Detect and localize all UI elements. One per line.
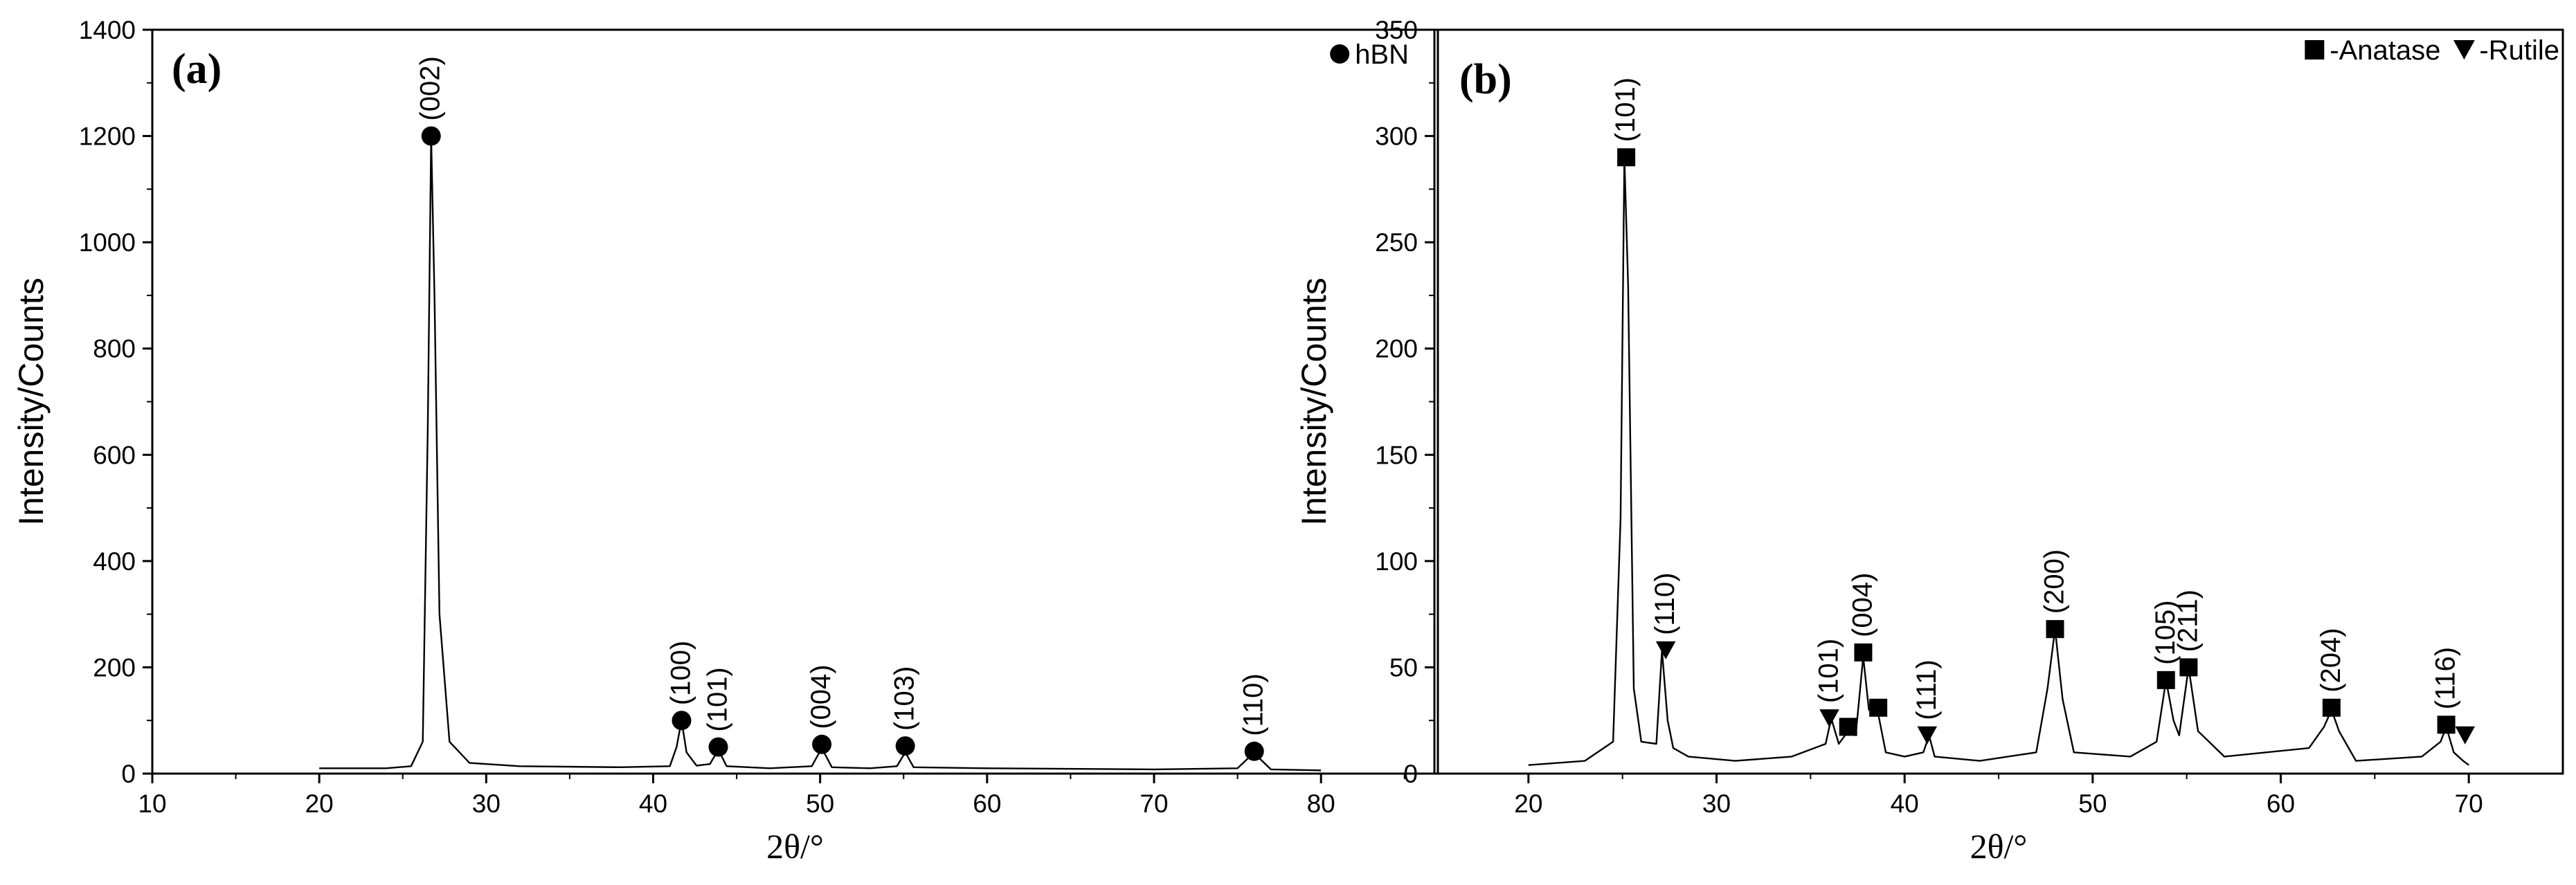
x-tick-label: 30 xyxy=(472,790,501,818)
y-tick-label: 200 xyxy=(93,653,136,682)
legend-label: -Rutile xyxy=(2479,35,2559,66)
x-tick-label: 50 xyxy=(806,790,834,818)
y-tick-label: 400 xyxy=(93,547,136,576)
peak-label: (200) xyxy=(2039,549,2070,614)
peak-marker-square xyxy=(2437,715,2456,734)
legend-marker-square xyxy=(2305,40,2325,60)
panel-a-chart: 10 20 30 40 50 60 70 80020040060080010001200140… xyxy=(12,16,1439,866)
peak-label: (211) xyxy=(2172,590,2203,652)
x-tick-label: 50 xyxy=(2078,790,2107,818)
peak-label: (002) xyxy=(415,56,446,120)
x-tick-label: 20 xyxy=(1514,790,1542,818)
peak-marker-circle xyxy=(672,711,692,731)
peak-marker-square xyxy=(1617,148,1636,167)
x-tick-label: 60 xyxy=(2267,790,2295,818)
peak-marker-circle xyxy=(421,126,441,146)
x-tick-label: 60 xyxy=(973,790,1001,818)
y-tick-label: 1400 xyxy=(79,16,136,44)
legend-marker-triangle-down xyxy=(2453,40,2475,60)
peak-label: (116) xyxy=(2431,647,2461,709)
x-tick-label: 20 xyxy=(305,790,334,818)
legend-label: hBN xyxy=(1355,39,1409,70)
series-line xyxy=(319,135,1322,772)
x-tick-label: 80 xyxy=(1307,790,1335,818)
peak-label: (101) xyxy=(703,667,733,731)
legend-label: -Anatase xyxy=(2330,35,2440,66)
y-tick-label: 300 xyxy=(1375,122,1418,151)
peak-marker-square xyxy=(1854,643,1873,662)
peak-label: (101) xyxy=(1610,77,1641,142)
peak-marker-triangle-down xyxy=(1917,726,1938,745)
y-axis-label: Intensity/Counts xyxy=(12,277,51,526)
peak-label: (004) xyxy=(806,664,836,729)
peak-marker-triangle-down xyxy=(1819,709,1839,728)
x-tick-label: 40 xyxy=(1891,790,1919,818)
peak-label: (111) xyxy=(1911,659,1942,720)
peak-marker-triangle-down xyxy=(2455,726,2476,745)
peak-marker-square xyxy=(2156,670,2175,689)
y-tick-label: 250 xyxy=(1375,228,1418,257)
y-tick-label: 600 xyxy=(93,441,136,469)
panel-label: (b) xyxy=(1459,56,1512,103)
peak-marker-circle xyxy=(1244,741,1264,761)
peak-label: (105) xyxy=(2150,600,2181,664)
plot-frame xyxy=(1433,28,2564,775)
x-tick-label: 30 xyxy=(1702,790,1731,818)
y-tick-label: 1000 xyxy=(79,228,136,257)
x-axis-label: 2θ/° xyxy=(1970,827,2028,866)
x-tick-label: 10 xyxy=(138,790,166,818)
y-tick-label: 200 xyxy=(1375,335,1418,363)
y-tick-label: 50 xyxy=(1389,653,1418,682)
peak-marker-square xyxy=(2046,620,2064,639)
panel-label: (a) xyxy=(172,46,222,93)
y-axis-label: Intensity/Counts xyxy=(1295,277,1333,526)
peak-label: (110) xyxy=(1239,673,1269,736)
peak-marker-square xyxy=(2322,698,2341,717)
plot-frame xyxy=(151,28,1439,775)
peak-label: (110) xyxy=(1650,572,1680,635)
x-axis-label: 2θ/° xyxy=(766,827,824,866)
y-tick-label: 800 xyxy=(93,335,136,363)
panel-b-chart: 20 30 40 50 60 70 0 50 100 150 200 250 300 350 2θ/° Int… xyxy=(1295,16,2564,866)
legend: -Rutile -Anatase xyxy=(2305,35,2559,66)
peak-marker-circle xyxy=(895,736,915,756)
peak-label: (101) xyxy=(1814,639,1844,703)
x-tick-label: 70 xyxy=(1140,790,1168,818)
y-tick-label: 350 xyxy=(1375,16,1418,44)
peak-label: (204) xyxy=(2316,628,2346,692)
peak-label: (103) xyxy=(890,666,920,731)
y-tick-label: 0 xyxy=(121,760,136,788)
legend-marker-circle xyxy=(1330,44,1350,64)
legend: hBN xyxy=(1330,39,1409,70)
y-tick-label: 1200 xyxy=(79,122,136,151)
y-tick-label: 0 xyxy=(1403,760,1418,788)
y-tick-label: 100 xyxy=(1375,547,1418,576)
peak-marker-circle xyxy=(708,737,728,757)
peak-marker-square xyxy=(1869,698,1888,717)
peak-marker-triangle-down xyxy=(1655,641,1676,659)
peak-label: (100) xyxy=(666,641,696,705)
peak-label: (004) xyxy=(1847,573,1877,637)
peak-marker-square xyxy=(2179,658,2198,677)
y-tick-label: 150 xyxy=(1375,441,1418,469)
peak-marker-square xyxy=(1839,718,1857,736)
peak-marker-circle xyxy=(812,734,832,754)
x-tick-label: 40 xyxy=(639,790,667,818)
x-tick-label: 70 xyxy=(2455,790,2483,818)
